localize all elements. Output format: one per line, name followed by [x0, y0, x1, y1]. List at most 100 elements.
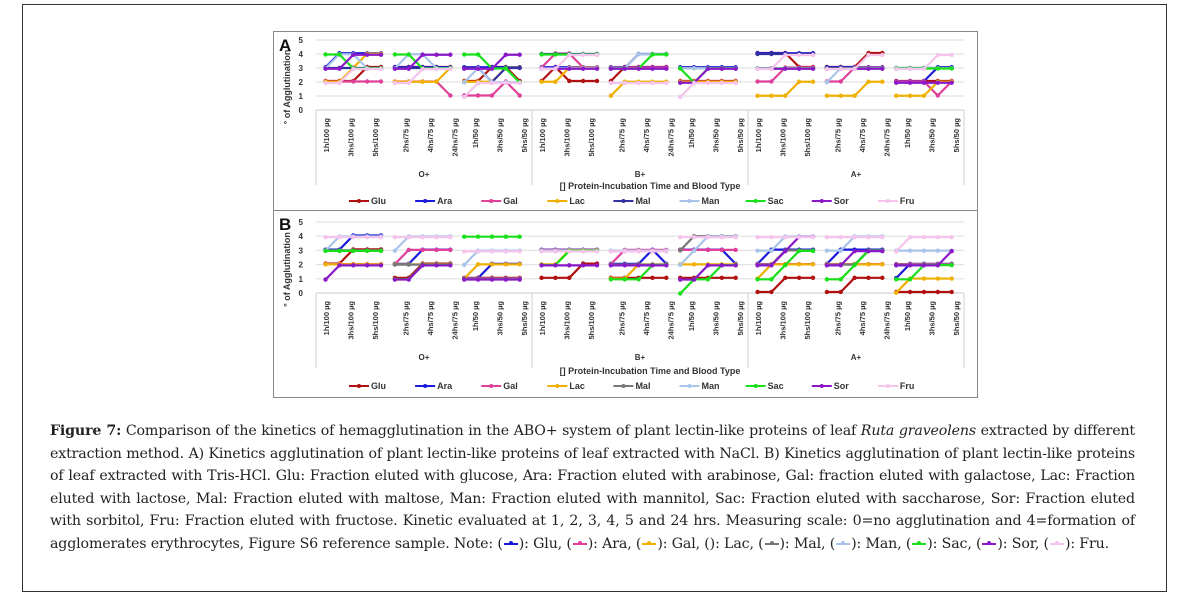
data-point	[580, 66, 586, 71]
legend-label: Ara	[437, 381, 453, 391]
legend-label: Mal	[635, 381, 650, 391]
data-point	[608, 249, 614, 254]
data-point	[796, 52, 802, 58]
x-tick-label: 24hs/75 µg	[451, 301, 460, 340]
data-point	[796, 262, 802, 267]
data-point	[733, 66, 738, 71]
data-point	[921, 93, 927, 98]
data-point	[539, 249, 544, 254]
data-point	[378, 52, 384, 57]
data-point	[580, 263, 586, 268]
y-tick-label: 5	[299, 36, 304, 45]
data-point	[783, 262, 788, 268]
data-point	[462, 80, 467, 85]
data-point	[796, 235, 802, 240]
data-point	[719, 80, 725, 86]
data-point	[949, 66, 954, 71]
legend-item-mal: Mal	[613, 381, 650, 391]
legend-item-fru: Fru	[877, 381, 915, 391]
caption-note-text: ): Ara, (	[587, 535, 642, 552]
legend-label: Sor	[834, 381, 850, 391]
data-point	[907, 235, 913, 240]
legend-item-sor: Sor	[811, 196, 850, 206]
data-point	[852, 275, 857, 280]
data-point	[594, 249, 600, 254]
x-tick-label: 4hs/75 µg	[426, 118, 435, 153]
data-point	[678, 80, 683, 85]
legend-label: Man	[702, 381, 720, 391]
data-point	[517, 65, 522, 71]
data-point	[622, 263, 627, 268]
data-point	[337, 263, 342, 268]
data-point	[448, 235, 453, 240]
data-point	[323, 248, 328, 254]
data-point	[594, 52, 600, 58]
legend-item-gal: Gal	[481, 196, 518, 206]
x-tick-label: 4hs/75 µg	[426, 301, 435, 336]
data-point	[517, 52, 522, 57]
legend-item-man: Man	[679, 196, 720, 206]
data-point	[434, 247, 439, 253]
legend-item-man: Man	[679, 381, 720, 391]
data-point	[664, 263, 669, 268]
data-point	[691, 66, 697, 71]
group-label: O+	[419, 170, 430, 179]
y-tick-label: 2	[299, 78, 304, 87]
data-point	[921, 80, 927, 85]
data-point	[810, 66, 816, 71]
legend-label: Fru	[900, 381, 915, 391]
y-tick-label: 0	[299, 106, 304, 115]
legend-marker-icon	[621, 199, 626, 203]
y-tick-label: 1	[299, 275, 304, 284]
data-point	[420, 66, 425, 72]
series-fru	[323, 235, 954, 254]
data-point	[810, 275, 816, 280]
data-point	[420, 79, 425, 84]
data-point	[622, 277, 627, 282]
data-point	[691, 248, 697, 253]
data-point	[769, 277, 774, 282]
data-point	[921, 66, 927, 72]
data-point	[539, 52, 544, 57]
legend-item-glu: Glu	[349, 196, 386, 206]
data-point	[636, 277, 641, 282]
data-point	[608, 66, 614, 71]
data-point	[783, 93, 788, 98]
data-point	[475, 52, 481, 57]
data-point	[838, 277, 843, 282]
data-point	[323, 262, 328, 267]
data-point	[755, 93, 760, 98]
data-point	[719, 235, 725, 240]
data-point	[810, 52, 816, 58]
data-point	[769, 289, 774, 295]
data-point	[434, 52, 439, 57]
data-point	[719, 275, 725, 280]
data-point	[852, 248, 857, 254]
data-point	[755, 248, 760, 253]
data-point	[838, 235, 843, 240]
data-point	[517, 277, 522, 282]
legend-label: Sor	[834, 196, 850, 206]
data-point	[448, 263, 453, 268]
x-tick-label: 3hs/100 µg	[779, 301, 788, 340]
x-tick-label: 5hs/50 µg	[520, 118, 529, 153]
x-tick-label: 2hs/75 µg	[618, 301, 627, 336]
legend-swatch-icon	[572, 540, 587, 545]
legend-marker-icon	[423, 199, 428, 203]
legend-item-lac: Lac	[547, 196, 585, 206]
data-point	[755, 289, 760, 295]
data-point	[406, 52, 411, 57]
chart-panel-a: 0 1 2 3 4 5 ° of Agglutination 1h/100 µg 3hs/100…	[273, 31, 978, 211]
data-point	[907, 93, 913, 98]
data-point	[921, 248, 927, 253]
data-point	[705, 263, 711, 268]
data-point	[733, 235, 738, 240]
data-point	[921, 235, 927, 240]
data-point	[337, 248, 342, 254]
x-tick-label: 3hs/50 µg	[496, 118, 505, 153]
x-tick-label: 1h/50 µg	[687, 301, 696, 332]
legend-item-gal: Gal	[481, 381, 518, 391]
data-point	[755, 263, 760, 268]
data-point	[622, 80, 627, 86]
data-point	[475, 262, 481, 267]
